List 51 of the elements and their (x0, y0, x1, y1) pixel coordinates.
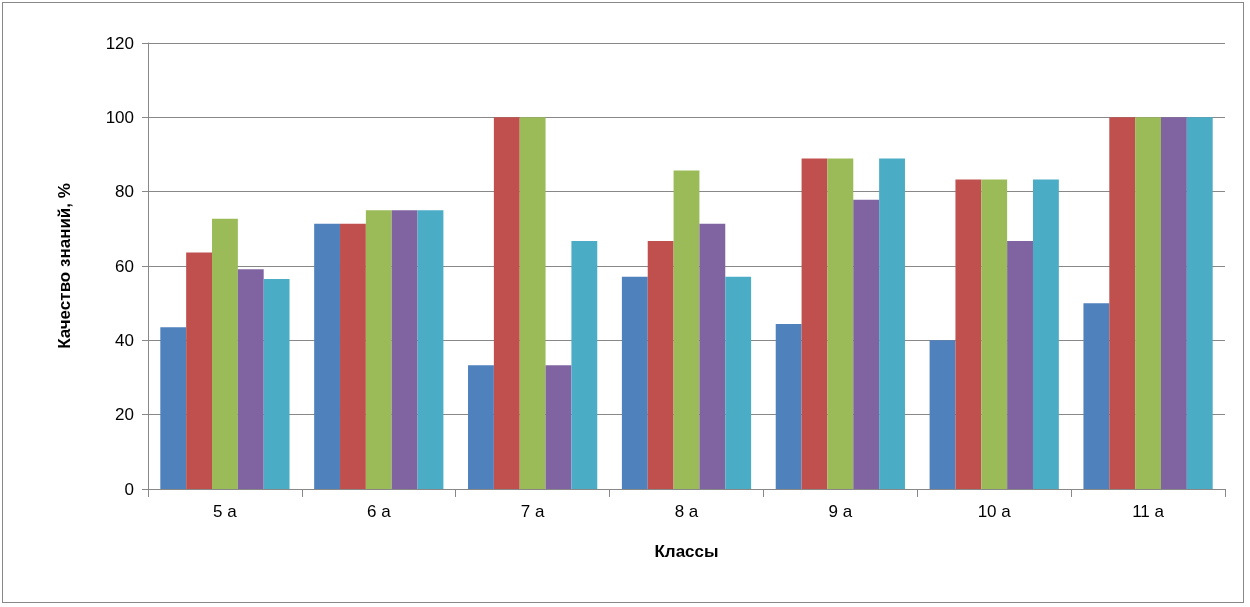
bar (468, 365, 494, 489)
bar (853, 199, 880, 489)
bar (981, 179, 1008, 489)
x-tick-label: 5 а (213, 502, 238, 521)
bar (1135, 117, 1161, 489)
bar (1186, 117, 1213, 489)
x-tick-label: 8 а (674, 502, 699, 521)
bar (775, 323, 802, 489)
bar (545, 365, 572, 489)
bar (186, 252, 212, 489)
bar (955, 179, 982, 489)
bar (827, 158, 854, 489)
x-tick-label: 11 а (1132, 502, 1165, 521)
y-tick-label: 80 (115, 182, 134, 202)
bar (1032, 179, 1059, 489)
bar (571, 241, 598, 489)
x-tick-label: 9 а (828, 502, 853, 521)
bar (314, 223, 341, 489)
bar (212, 218, 238, 489)
bar (929, 340, 956, 489)
x-axis-title: Классы (654, 542, 719, 561)
y-tick-label: 60 (115, 256, 134, 276)
bar (801, 158, 828, 489)
bar (1161, 117, 1187, 489)
bar (340, 223, 366, 489)
bar (673, 170, 700, 489)
bar (725, 276, 752, 489)
bar (160, 327, 187, 489)
bar (237, 269, 264, 489)
y-tick-label: 20 (115, 405, 134, 425)
bar (1007, 241, 1033, 489)
bar (391, 210, 418, 489)
bar (365, 210, 392, 489)
bar (879, 158, 905, 489)
bar (621, 276, 648, 489)
y-axis-title: Качество знаний, % (55, 183, 74, 349)
bar (1109, 117, 1136, 489)
x-tick-label: 7 а (520, 502, 545, 521)
x-tick-label: 6 а (366, 502, 392, 521)
bar (263, 279, 290, 489)
bar (699, 223, 726, 489)
bar (417, 210, 444, 489)
bar (519, 117, 546, 489)
bar (493, 117, 520, 489)
bar (1083, 303, 1110, 489)
y-tick-label: 40 (115, 330, 134, 350)
y-tick-label: 120 (105, 33, 134, 53)
y-tick-label: 0 (124, 479, 134, 499)
x-tick-label: 10 а (977, 502, 1012, 521)
bar (647, 241, 674, 489)
y-tick-label: 100 (105, 107, 134, 127)
